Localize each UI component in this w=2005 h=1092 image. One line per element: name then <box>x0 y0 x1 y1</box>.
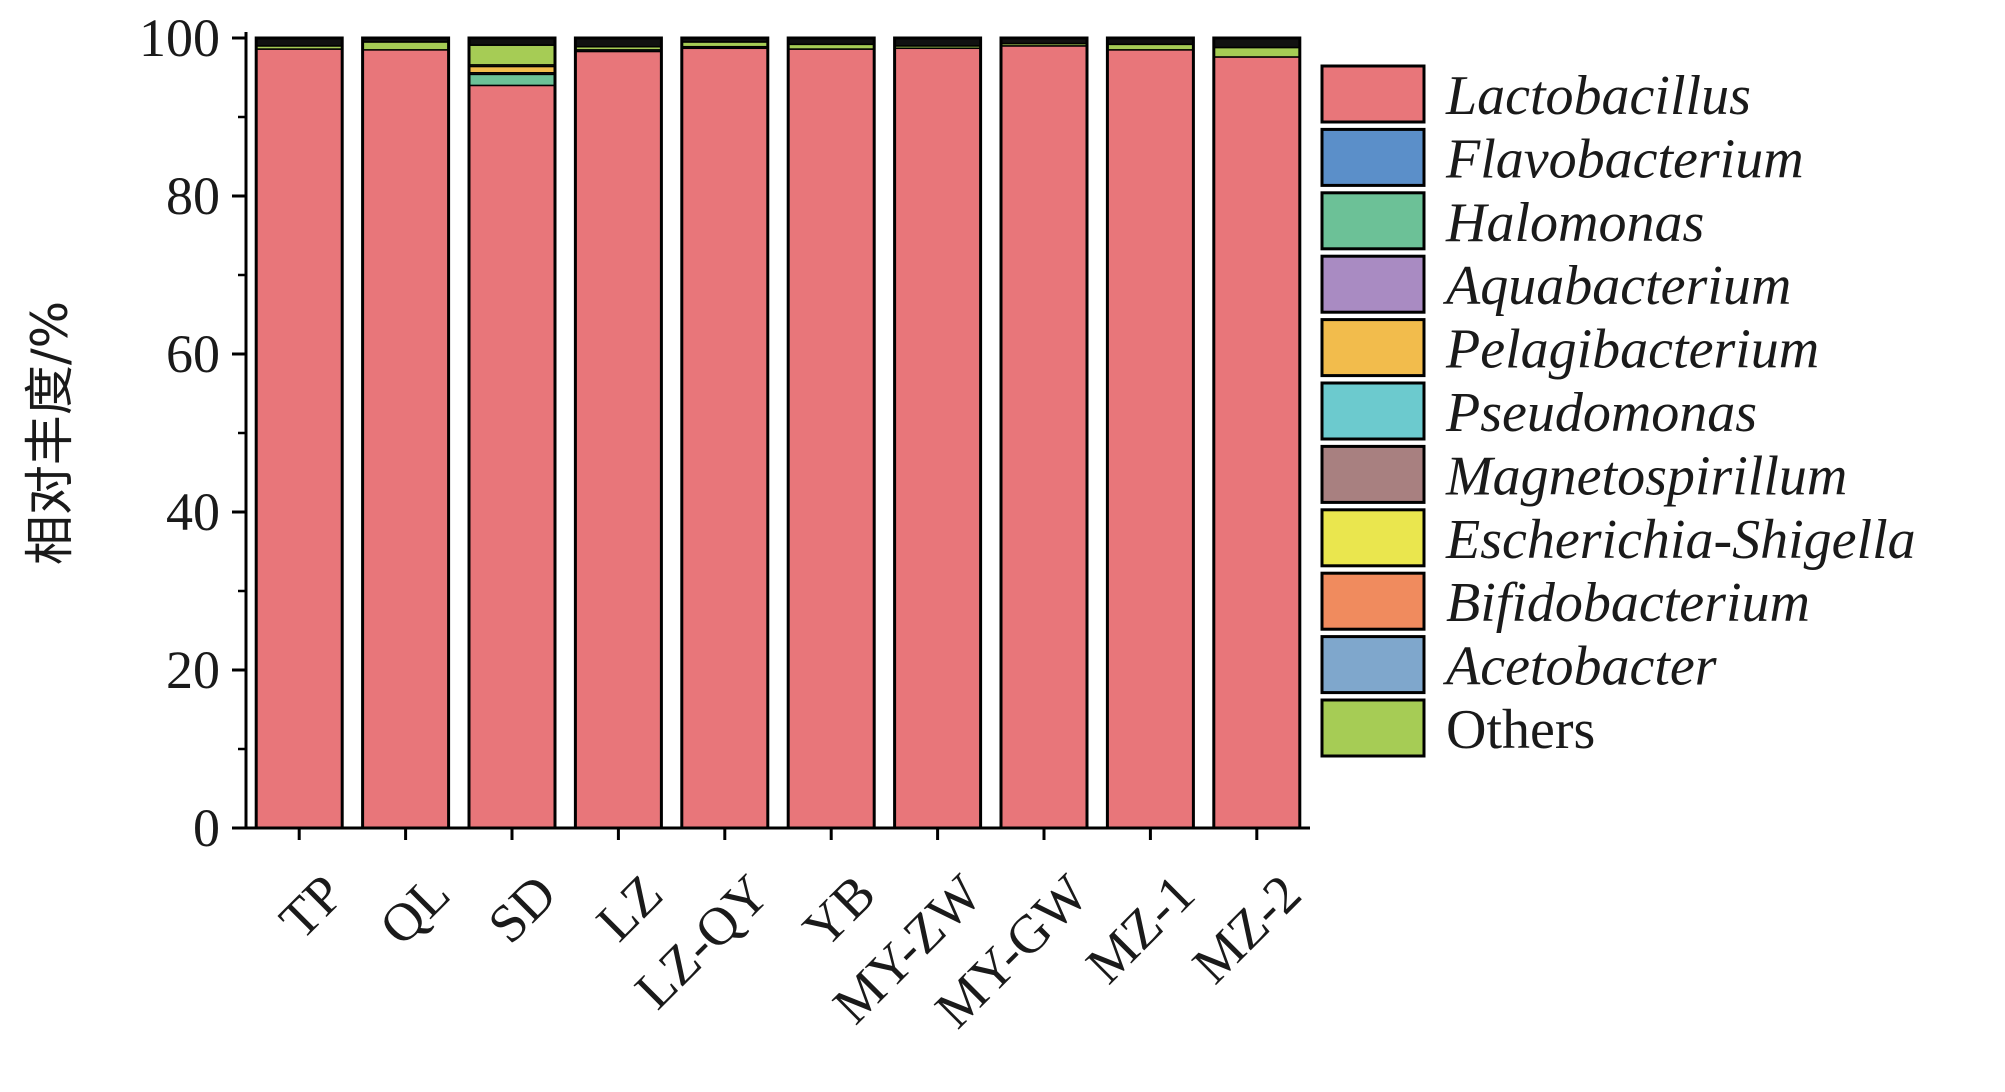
bar-segment-my-gw-0 <box>1000 45 1088 829</box>
y-tick-label-20: 20 <box>166 640 220 700</box>
bar-segment-my-zw-0 <box>893 47 982 829</box>
legend-swatch <box>1320 127 1426 187</box>
legend-label: Pelagibacterium <box>1445 319 1819 381</box>
x-tick-label-tp: TP <box>268 863 355 950</box>
bar-segment-mz-1-0 <box>1106 49 1195 829</box>
bar-segment-sd-2 <box>468 73 556 87</box>
legend-swatch <box>1320 698 1426 758</box>
y-axis-label: 相对丰度/% <box>21 301 79 565</box>
bar-stack-lz <box>573 36 663 830</box>
legend-item-9: Acetobacter <box>1320 635 1717 698</box>
legend-label: Escherichia-Shigella <box>1445 509 1916 571</box>
legend-label: Bifidobacterium <box>1446 572 1810 634</box>
bar-segment-mz-2-0 <box>1213 56 1301 829</box>
legend-label: Acetobacter <box>1442 636 1717 698</box>
legend-item-7: Escherichia-Shigella <box>1320 508 1916 571</box>
bar-segment-lz-0 <box>574 50 663 829</box>
y-tick-label-60: 60 <box>166 324 220 384</box>
axes-layer <box>232 32 1310 840</box>
legend-label: Halomonas <box>1445 192 1704 254</box>
legend-item-8: Bifidobacterium <box>1320 571 1810 634</box>
legend-item-1: Flavobacterium <box>1320 127 1804 190</box>
bar-segment-ql-0 <box>361 49 450 829</box>
legend-item-0: Lactobacillus <box>1320 64 1751 127</box>
bar-segment-sd-0 <box>468 84 556 829</box>
legend-item-2: Halomonas <box>1320 191 1704 254</box>
legend-label: Aquabacterium <box>1442 255 1791 317</box>
bar-segment-mz-2-10 <box>1213 46 1301 58</box>
bar-segment-lz-qy-0 <box>681 47 769 829</box>
legend-label: Others <box>1446 699 1595 761</box>
legend-swatch <box>1320 508 1426 568</box>
bars-layer <box>254 36 1302 830</box>
bar-stack-mz-2 <box>1212 36 1302 830</box>
legend-swatch <box>1320 191 1426 251</box>
y-tick-label-40: 40 <box>166 482 220 542</box>
bar-segment-sd-10 <box>468 44 556 66</box>
x-tick-label-mz-2: MZ-2 <box>1181 863 1313 995</box>
x-tick-label-mz-1: MZ-1 <box>1075 863 1207 995</box>
legend-swatch <box>1320 444 1426 504</box>
bar-stack-lz-qy <box>680 36 770 830</box>
legend-item-10: Others <box>1320 698 1595 761</box>
legend-label: Pseudomonas <box>1445 382 1757 444</box>
legend-swatch <box>1320 254 1426 314</box>
legend-label: Flavobacterium <box>1445 128 1804 190</box>
y-tick-label-0: 0 <box>193 798 220 858</box>
x-tick-label-lz: LZ <box>585 863 674 952</box>
bar-segment-mz-1-10 <box>1106 43 1195 51</box>
bar-segment-tp-0 <box>255 48 343 829</box>
legend-item-3: Aquabacterium <box>1320 254 1791 317</box>
legend-label: Lactobacillus <box>1445 65 1751 127</box>
y-tick-label-100: 100 <box>139 8 220 68</box>
legend-item-4: Pelagibacterium <box>1320 318 1819 381</box>
x-tick-label-ql: QL <box>368 863 461 956</box>
legend-swatch <box>1320 635 1426 695</box>
x-tick-label-sd: SD <box>476 863 567 954</box>
bar-stack-tp <box>254 36 344 830</box>
bar-segment-yb-0 <box>787 48 875 829</box>
legend-swatch <box>1320 64 1426 124</box>
y-tick-label-80: 80 <box>166 166 220 226</box>
legend-label: Magnetospirillum <box>1445 445 1847 507</box>
legend: LactobacillusFlavobacteriumHalomonasAqua… <box>1320 64 1916 761</box>
bar-stack-my-zw <box>893 36 983 830</box>
bar-stack-mz-1 <box>1105 36 1195 830</box>
bar-segment-ql-10 <box>361 41 450 51</box>
legend-item-5: Pseudomonas <box>1320 381 1757 444</box>
legend-swatch <box>1320 318 1426 378</box>
bar-stack-ql <box>361 36 451 830</box>
bar-stack-sd <box>467 36 557 830</box>
legend-swatch <box>1320 381 1426 441</box>
bar-stack-yb <box>786 36 876 830</box>
bar-stack-my-gw <box>999 36 1089 830</box>
legend-swatch <box>1320 571 1426 631</box>
legend-item-6: Magnetospirillum <box>1320 444 1847 507</box>
bar-segment-sd-4 <box>468 65 556 74</box>
